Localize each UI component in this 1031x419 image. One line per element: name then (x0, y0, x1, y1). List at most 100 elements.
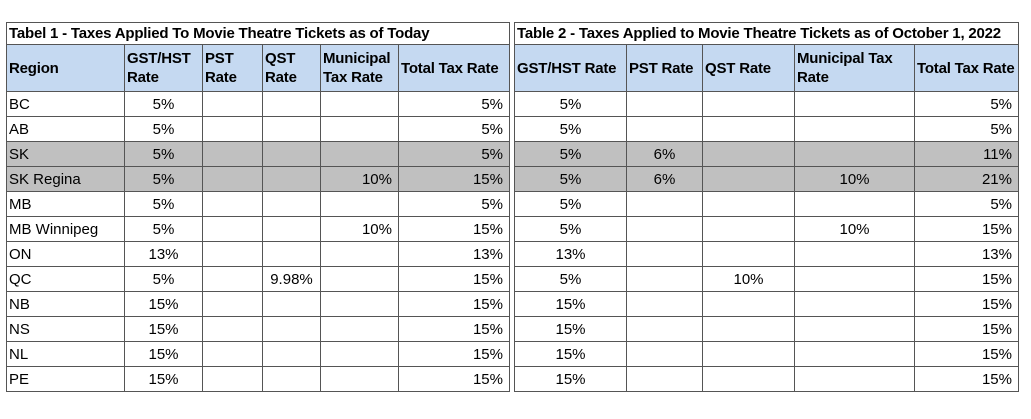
table2-pst-cell (626, 91, 703, 117)
table2-gst-hst-cell: 15% (514, 291, 627, 317)
table1-header-pst: PST Rate (202, 44, 263, 92)
table1-header-total: Total Tax Rate (398, 44, 510, 92)
table-row: QC 5% 9.98% 15% 5% 10% 15% (6, 266, 1019, 292)
region-cell: AB (6, 116, 125, 142)
table-row: NB 15% 15% 15% 15% (6, 291, 1019, 317)
table2-header-qst: QST Rate (702, 44, 795, 92)
table2-header-gst-hst: GST/HST Rate (514, 44, 627, 92)
table2-pst-cell (626, 241, 703, 267)
table2-pst-cell (626, 191, 703, 217)
table1-municipal-cell (320, 316, 399, 342)
table2-total-cell: 15% (914, 316, 1019, 342)
table1-pst-cell (202, 291, 263, 317)
table-row: MB Winnipeg 5% 10% 15% 5% 10% 15% (6, 216, 1019, 242)
table2-pst-cell: 6% (626, 166, 703, 192)
region-cell: NS (6, 316, 125, 342)
header-row: Region GST/HST Rate PST Rate QST Rate Mu… (6, 44, 1019, 92)
table1-municipal-cell (320, 366, 399, 392)
region-cell: SK (6, 141, 125, 167)
table1-header-municipal: Municipal Tax Rate (320, 44, 399, 92)
table2-municipal-cell (794, 91, 915, 117)
table1-municipal-cell: 10% (320, 216, 399, 242)
table-gap (509, 241, 515, 267)
table2-municipal-cell (794, 341, 915, 367)
table-gap (509, 266, 515, 292)
table-row: AB 5% 5% 5% 5% (6, 116, 1019, 142)
table2-pst-cell (626, 266, 703, 292)
table2-qst-cell (702, 116, 795, 142)
table2-total-cell: 15% (914, 266, 1019, 292)
table2-qst-cell (702, 216, 795, 242)
table2-municipal-cell: 10% (794, 216, 915, 242)
table2-total-cell: 15% (914, 216, 1019, 242)
table2-total-cell: 5% (914, 116, 1019, 142)
table2-municipal-cell (794, 191, 915, 217)
tax-tables: Tabel 1 - Taxes Applied To Movie Theatre… (6, 22, 1019, 392)
table2-municipal-cell (794, 141, 915, 167)
table1-total-cell: 15% (398, 266, 510, 292)
table1-pst-cell (202, 266, 263, 292)
region-cell: NL (6, 341, 125, 367)
table2-municipal-cell (794, 266, 915, 292)
table-gap (509, 216, 515, 242)
table2-total-cell: 5% (914, 191, 1019, 217)
table1-qst-cell (262, 216, 321, 242)
table1-municipal-cell (320, 141, 399, 167)
table2-pst-cell (626, 291, 703, 317)
table2-qst-cell (702, 241, 795, 267)
table1-gst-hst-cell: 15% (124, 341, 203, 367)
table1-qst-cell (262, 191, 321, 217)
table1-pst-cell (202, 91, 263, 117)
table1-gst-hst-cell: 13% (124, 241, 203, 267)
table1-municipal-cell: 10% (320, 166, 399, 192)
region-cell: ON (6, 241, 125, 267)
table1-qst-cell (262, 316, 321, 342)
spreadsheet: Tabel 1 - Taxes Applied To Movie Theatre… (6, 22, 1019, 392)
table-row: SK 5% 5% 5% 6% 11% (6, 141, 1019, 167)
table2-gst-hst-cell: 13% (514, 241, 627, 267)
table1-qst-cell (262, 291, 321, 317)
table1-total-cell: 13% (398, 241, 510, 267)
table1-total-cell: 15% (398, 316, 510, 342)
table1-gst-hst-cell: 5% (124, 91, 203, 117)
table1-total-cell: 15% (398, 166, 510, 192)
table-gap (509, 341, 515, 367)
table-gap (509, 366, 515, 392)
table1-municipal-cell (320, 191, 399, 217)
region-cell: NB (6, 291, 125, 317)
table2-qst-cell (702, 91, 795, 117)
table2-municipal-cell (794, 291, 915, 317)
table1-pst-cell (202, 166, 263, 192)
table1-gst-hst-cell: 5% (124, 216, 203, 242)
table1-header-gst-hst: GST/HST Rate (124, 44, 203, 92)
table1-pst-cell (202, 241, 263, 267)
table-gap (509, 44, 515, 92)
table1-pst-cell (202, 366, 263, 392)
table-row: SK Regina 5% 10% 15% 5% 6% 10% 21% (6, 166, 1019, 192)
table1-gst-hst-cell: 5% (124, 266, 203, 292)
table2-gst-hst-cell: 5% (514, 216, 627, 242)
table2-total-cell: 5% (914, 91, 1019, 117)
table1-gst-hst-cell: 5% (124, 116, 203, 142)
table2-pst-cell (626, 316, 703, 342)
table-gap (509, 141, 515, 167)
table-gap (509, 291, 515, 317)
table2-gst-hst-cell: 5% (514, 266, 627, 292)
region-cell: SK Regina (6, 166, 125, 192)
table-row: NS 15% 15% 15% 15% (6, 316, 1019, 342)
table1-pst-cell (202, 216, 263, 242)
table1-municipal-cell (320, 291, 399, 317)
table2-pst-cell (626, 366, 703, 392)
table-row: PE 15% 15% 15% 15% (6, 366, 1019, 392)
table1-gst-hst-cell: 5% (124, 141, 203, 167)
table1-header-qst: QST Rate (262, 44, 321, 92)
table1-total-cell: 15% (398, 366, 510, 392)
table1-pst-cell (202, 141, 263, 167)
table2-municipal-cell (794, 241, 915, 267)
table1-qst-cell (262, 166, 321, 192)
table2-total-cell: 11% (914, 141, 1019, 167)
table1-total-cell: 15% (398, 341, 510, 367)
table-row: NL 15% 15% 15% 15% (6, 341, 1019, 367)
table1-pst-cell (202, 316, 263, 342)
table2-header-pst: PST Rate (626, 44, 703, 92)
